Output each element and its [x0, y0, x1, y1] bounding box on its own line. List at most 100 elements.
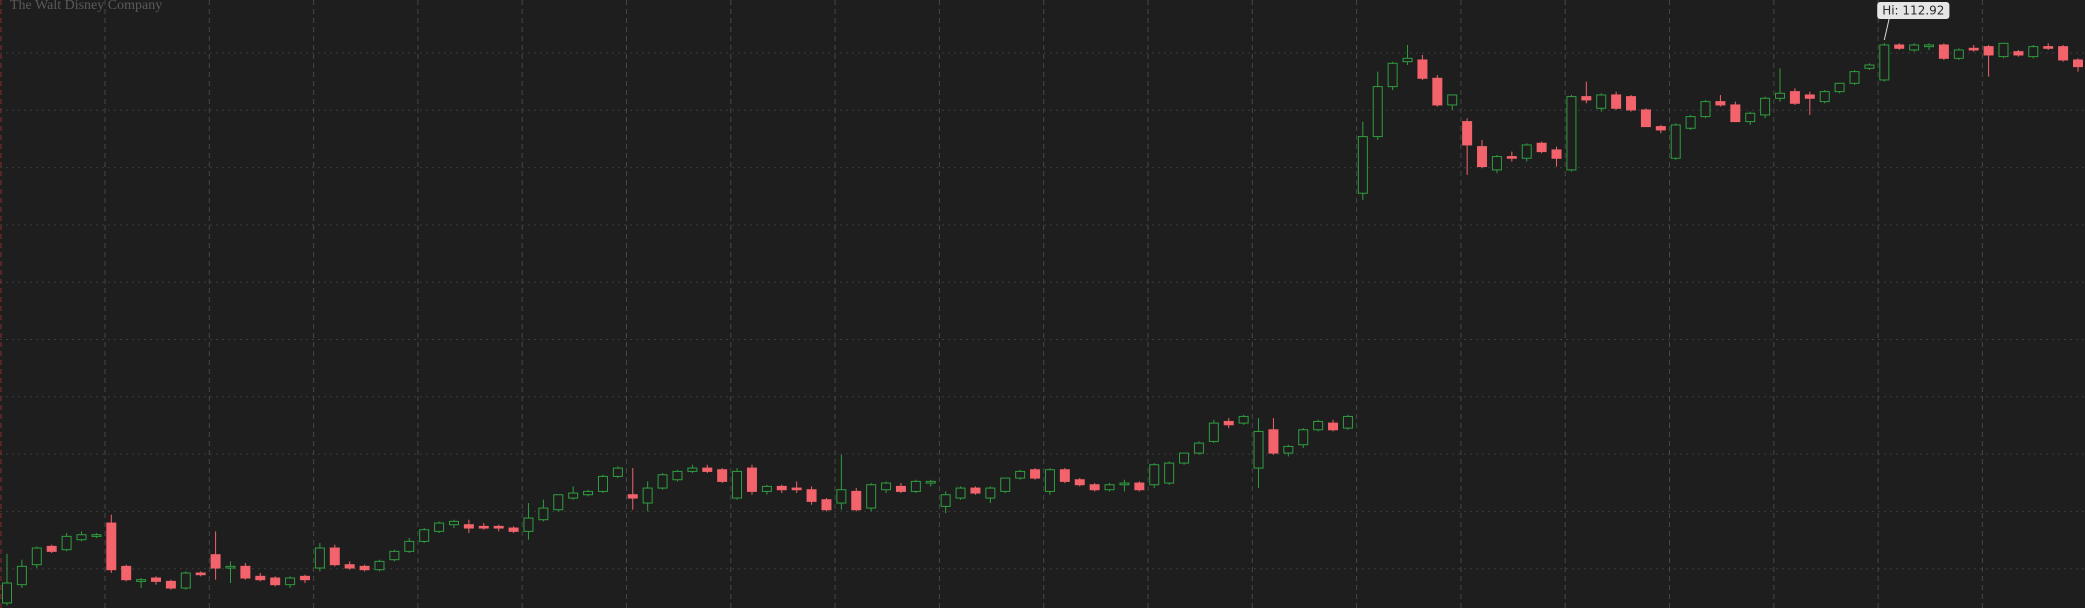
candle-body: [597, 475, 608, 492]
candle-body: [881, 482, 892, 491]
candle-body: [1044, 469, 1055, 492]
candle-body: [746, 467, 757, 492]
candle-body: [195, 572, 206, 576]
candle-body: [1432, 77, 1443, 106]
candle-body: [583, 490, 594, 496]
candle-body: [1506, 156, 1517, 159]
candle-body: [1864, 64, 1875, 69]
candle-body: [1134, 482, 1145, 491]
candle-body: [165, 580, 176, 589]
candle-body: [76, 534, 87, 541]
annotation-box: [1877, 2, 1950, 19]
candle-body: [1328, 422, 1339, 431]
candle-body: [493, 525, 504, 529]
candle-body: [702, 467, 713, 472]
candle-body: [46, 545, 57, 552]
candle-body: [523, 517, 534, 532]
candle-body: [121, 565, 132, 581]
candle-body: [1000, 477, 1011, 492]
candle-body: [1849, 71, 1860, 84]
candle-body: [434, 522, 445, 532]
candle-body: [1179, 452, 1190, 464]
candle-body: [1164, 462, 1175, 484]
candle-body: [1298, 429, 1309, 446]
candle-body: [1730, 104, 1741, 123]
candle-body: [210, 554, 221, 569]
candle-body: [1536, 142, 1547, 153]
candle-body: [791, 487, 802, 491]
candle-body: [1268, 429, 1279, 454]
candle-body: [1149, 464, 1160, 486]
candle-body: [1342, 415, 1353, 429]
candle-body: [925, 480, 936, 484]
candle-body: [717, 469, 728, 482]
candle-body: [1059, 469, 1070, 482]
candle-body: [1253, 430, 1264, 469]
candle-body: [851, 490, 862, 511]
candle-body: [538, 507, 549, 521]
candle-body: [1894, 44, 1905, 49]
candle-body: [866, 484, 877, 509]
candle-body: [1819, 91, 1830, 103]
candle-body: [270, 577, 281, 586]
candle-body: [1417, 59, 1428, 79]
candle-body: [374, 560, 385, 571]
candle-body: [404, 540, 415, 552]
candle-body: [821, 499, 832, 511]
candle-body: [1521, 144, 1532, 159]
candle-body: [1655, 126, 1666, 131]
candle-body: [985, 487, 996, 499]
high-annotation: Hi: 112.92: [1877, 2, 1950, 41]
candle-body: [761, 485, 772, 492]
candle-body: [776, 485, 787, 491]
candle-body: [687, 467, 698, 472]
candle-body: [1834, 82, 1845, 93]
candle-body: [1089, 484, 1100, 491]
candle-body: [1462, 121, 1473, 146]
candle-body: [448, 520, 459, 526]
candle-body: [1193, 442, 1204, 454]
candle-body: [657, 474, 668, 489]
candle-body: [612, 467, 623, 477]
candle-body: [1760, 97, 1771, 116]
candle-body: [2073, 59, 2083, 68]
candle-body: [1119, 482, 1130, 486]
candle-body: [1909, 44, 1920, 51]
annotation-label: Hi: 112.92: [1882, 4, 1944, 18]
candle-body: [1715, 101, 1726, 106]
candle-body: [1104, 484, 1115, 491]
candle-body: [1208, 422, 1219, 442]
candle-body: [329, 547, 340, 566]
candle-body: [2058, 46, 2069, 61]
candle-body: [61, 535, 72, 551]
candle-body: [1983, 46, 1994, 56]
candle-body: [1626, 96, 1637, 111]
candle-body: [1551, 149, 1562, 159]
candle-body: [180, 572, 191, 589]
candle-body: [285, 577, 296, 586]
candle-body: [2013, 51, 2024, 56]
candle-body: [2028, 46, 2039, 58]
candle-body: [1238, 415, 1249, 424]
candle-body: [1670, 124, 1681, 159]
candle-body: [1402, 57, 1413, 63]
candle-body: [478, 525, 489, 529]
candle-body: [732, 470, 743, 499]
candle-body: [1611, 94, 1622, 109]
candle-body: [1596, 94, 1607, 109]
candle-body: [359, 565, 370, 571]
candle-body: [1789, 91, 1800, 104]
candle-body: [955, 487, 966, 499]
candles: [2, 42, 2083, 606]
candle-body: [136, 579, 147, 582]
candle-body: [940, 494, 951, 507]
candle-body: [1357, 136, 1368, 194]
candle-body: [1775, 92, 1786, 99]
candle-body: [1685, 116, 1696, 129]
chart-title: The Walt Disney Company: [10, 0, 162, 13]
candle-body: [1447, 94, 1458, 106]
candle-body: [16, 565, 27, 586]
